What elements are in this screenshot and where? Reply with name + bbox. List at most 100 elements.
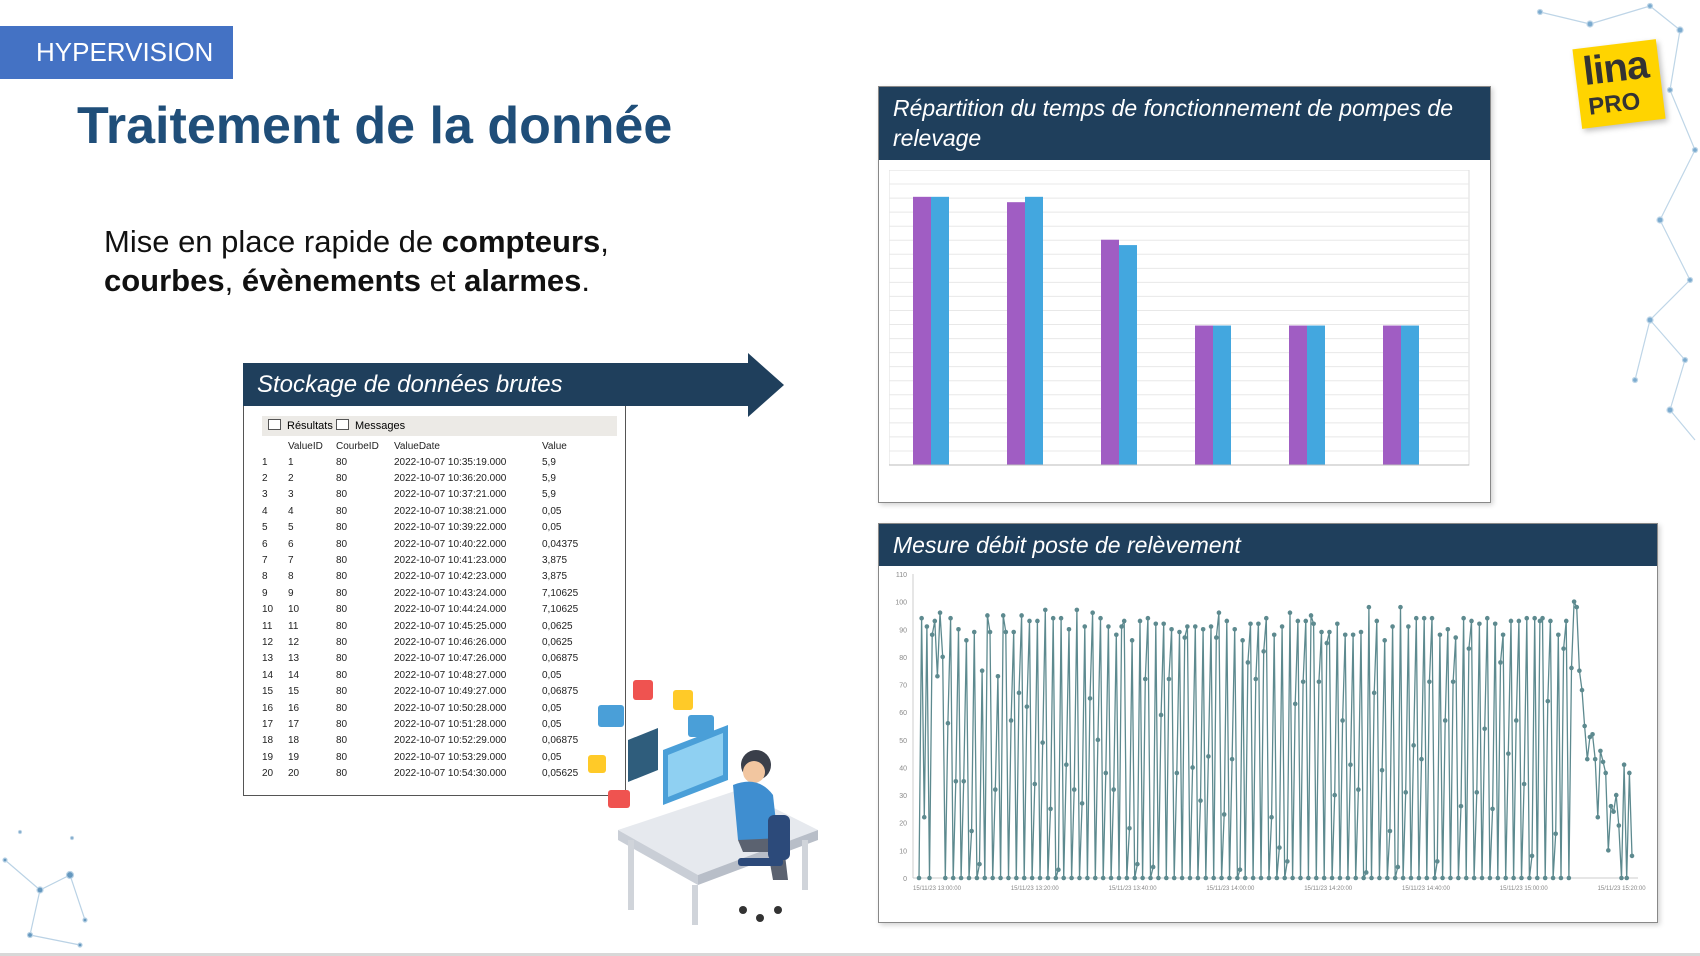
data-point <box>1148 875 1153 881</box>
data-point <box>1171 875 1177 881</box>
table-row[interactable]: 3 3 80 2022-10-07 10:37:21.000 5,9 <box>262 487 612 503</box>
data-point <box>1116 875 1122 881</box>
developer-illustration <box>588 680 818 925</box>
data-point <box>964 638 969 643</box>
tab-results[interactable]: Résultats <box>268 419 333 432</box>
data-point <box>943 875 948 881</box>
data-point <box>1356 787 1361 792</box>
tab-messages[interactable]: Messages <box>336 419 405 432</box>
tab-results-label: Résultats <box>287 420 333 432</box>
column-header: ValueID <box>288 440 323 452</box>
table-cell: 2022-10-07 10:47:26.000 <box>394 653 507 665</box>
data-point <box>1629 853 1635 859</box>
data-point <box>1427 679 1432 685</box>
data-point <box>1242 875 1248 881</box>
data-point <box>1221 812 1227 817</box>
data-point <box>1527 875 1532 881</box>
table-row[interactable]: 13 13 80 2022-10-07 10:47:26.000 0,06875 <box>262 651 612 667</box>
table-row[interactable]: 14 14 80 2022-10-07 10:48:27.000 0,05 <box>262 667 612 683</box>
data-point <box>1374 618 1380 624</box>
table-row[interactable]: 6 6 80 2022-10-07 10:40:22.000 0,04375 <box>262 536 612 552</box>
intro-keyword-alarms: alarmes <box>464 263 582 298</box>
data-point <box>1114 632 1119 638</box>
data-point <box>979 668 985 674</box>
data-point <box>1019 613 1024 618</box>
y-tick-label: 30 <box>899 793 907 800</box>
data-point <box>1566 875 1572 881</box>
data-point <box>1348 762 1353 767</box>
table-row[interactable]: 8 8 80 2022-10-07 10:42:23.000 3,875 <box>262 569 612 585</box>
data-point <box>1014 875 1019 881</box>
data-point <box>1584 756 1590 762</box>
table-row[interactable]: 5 5 80 2022-10-07 10:39:22.000 0,05 <box>262 520 612 536</box>
data-point <box>1027 618 1032 624</box>
table-cell: 10 <box>262 604 274 616</box>
bar <box>1101 239 1119 465</box>
data-point <box>1379 767 1385 773</box>
data-point <box>1595 814 1601 820</box>
table-row[interactable]: 11 11 80 2022-10-07 10:45:25.000 0,0625 <box>262 618 612 634</box>
intro-text: Mise en place rapide de compteurs, courb… <box>104 222 609 300</box>
data-point <box>1477 621 1482 627</box>
data-point <box>1542 875 1548 881</box>
data-point <box>919 615 924 621</box>
table-cell: 2022-10-07 10:42:23.000 <box>394 571 507 583</box>
table-row[interactable]: 9 9 80 2022-10-07 10:43:24.000 7,10625 <box>262 585 612 601</box>
table-row[interactable]: 17 17 80 2022-10-07 10:51:28.000 0,05 <box>262 716 612 732</box>
table-cell: 0,05 <box>542 669 562 681</box>
data-point <box>1195 875 1201 881</box>
data-point <box>1008 718 1014 723</box>
table-row[interactable]: 19 19 80 2022-10-07 10:53:29.000 0,05 <box>262 749 612 765</box>
plot-area <box>889 170 1470 466</box>
data-point <box>1190 765 1195 770</box>
data-point <box>1479 875 1485 881</box>
data-point <box>1335 621 1340 627</box>
data-point <box>966 875 972 881</box>
table-row[interactable]: 15 15 80 2022-10-07 10:49:27.000 0,06875 <box>262 683 612 699</box>
table-cell: 3,875 <box>542 555 568 567</box>
table-row[interactable]: 2 2 80 2022-10-07 10:36:20.000 5,9 <box>262 470 612 486</box>
table-cell: 5,9 <box>542 489 556 501</box>
table-row[interactable]: 4 4 80 2022-10-07 10:38:21.000 0,05 <box>262 503 612 519</box>
x-tick-label: 15/11/23 15:20:00 <box>1598 886 1647 892</box>
data-point <box>1090 610 1095 615</box>
table-cell: 14 <box>288 669 300 681</box>
table-row[interactable]: 1 1 80 2022-10-07 10:35:19.000 5,9 <box>262 454 612 470</box>
table-cell: 0,04375 <box>542 538 579 550</box>
data-point <box>1416 875 1422 881</box>
data-point <box>1124 875 1130 881</box>
table-row[interactable]: 7 7 80 2022-10-07 10:41:23.000 3,875 <box>262 552 612 568</box>
y-tick-label: 70 <box>899 683 907 690</box>
data-point <box>1319 629 1324 635</box>
table-cell: 3 <box>288 489 294 501</box>
table-cell: 4 <box>262 505 268 517</box>
table-row[interactable]: 18 18 80 2022-10-07 10:52:29.000 0,06875 <box>262 733 612 749</box>
data-point <box>977 861 982 867</box>
data-point <box>1056 867 1061 873</box>
intro-mid: et <box>421 263 465 298</box>
table-cell: 17 <box>288 718 300 730</box>
data-point <box>1603 770 1608 776</box>
data-point <box>1237 867 1243 873</box>
data-point <box>1298 875 1303 881</box>
data-point <box>1390 624 1395 629</box>
data-point <box>1571 599 1577 604</box>
table-cell: 80 <box>336 587 348 599</box>
data-point <box>1169 626 1174 632</box>
table-cell: 19 <box>288 751 300 763</box>
data-point <box>1045 875 1051 881</box>
table-row[interactable]: 10 10 80 2022-10-07 10:44:24.000 7,10625 <box>262 602 612 618</box>
data-point <box>1127 825 1132 831</box>
table-row[interactable]: 16 16 80 2022-10-07 10:50:28.000 0,05 <box>262 700 612 716</box>
table-row[interactable]: 12 12 80 2022-10-07 10:46:26.000 0,0625 <box>262 634 612 650</box>
table-cell: 2022-10-07 10:37:21.000 <box>394 489 507 501</box>
data-point <box>1174 770 1180 776</box>
lina-pro-logo: lina PRO <box>1572 39 1666 129</box>
table-row[interactable]: 20 20 80 2022-10-07 10:54:30.000 0,05625 <box>262 765 612 781</box>
data-point <box>1500 632 1506 638</box>
data-point <box>937 610 943 615</box>
table-cell: 80 <box>336 636 348 648</box>
table-cell: 2 <box>288 473 294 485</box>
table-cell: 2022-10-07 10:39:22.000 <box>394 522 507 534</box>
data-point <box>1263 615 1269 621</box>
